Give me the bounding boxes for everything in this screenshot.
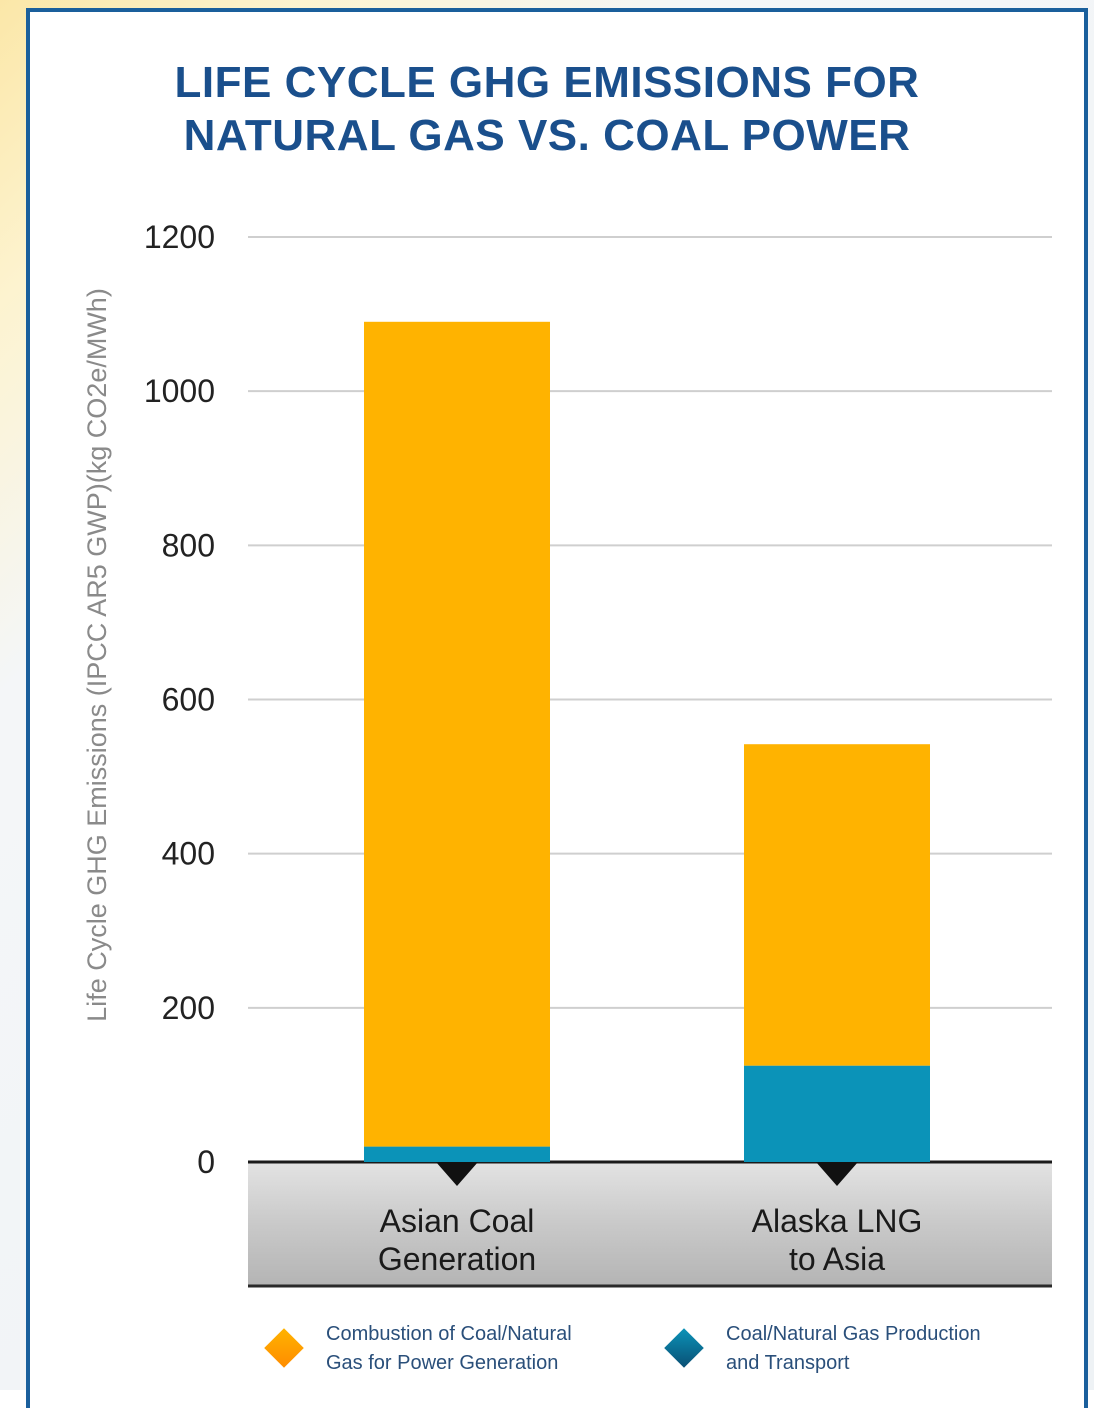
chart-title: LIFE CYCLE GHG EMISSIONS FOR NATURAL GAS… bbox=[0, 56, 1094, 162]
y-tick-label-600: 600 bbox=[162, 682, 215, 718]
x-axis-band-fill bbox=[248, 1162, 1052, 1286]
y-axis-label: Life Cycle GHG Emissions (IPCC AR5 GWP)(… bbox=[82, 288, 112, 1022]
y-tick-label-800: 800 bbox=[162, 527, 215, 563]
legend-label-production: Coal/Natural Gas Production and Transpor… bbox=[726, 1320, 1046, 1378]
legend-label-combustion-line-2: Gas for Power Generation bbox=[326, 1352, 559, 1374]
x-category-label-1-line-1: to Asia bbox=[789, 1241, 885, 1277]
y-tick-label-1000: 1000 bbox=[144, 373, 215, 409]
bar-1-series-0 bbox=[744, 1065, 930, 1162]
y-tick-label-400: 400 bbox=[162, 836, 215, 872]
x-category-label-1-line-0: Alaska LNG bbox=[752, 1203, 923, 1239]
bar-0-series-0 bbox=[364, 1146, 550, 1162]
bar-0-series-1 bbox=[364, 321, 550, 1147]
y-tick-label-0: 0 bbox=[197, 1144, 215, 1180]
legend-label-combustion: Combustion of Coal/Natural Gas for Power… bbox=[326, 1320, 646, 1378]
y-tick-label-1200: 1200 bbox=[144, 219, 215, 255]
x-category-label-0-line-1: Generation bbox=[378, 1241, 536, 1277]
x-axis-band bbox=[248, 1160, 1052, 1288]
x-category-label-0-line-0: Asian Coal bbox=[380, 1203, 535, 1239]
legend-label-combustion-line-1: Combustion of Coal/Natural bbox=[326, 1323, 572, 1345]
category-pointer-1 bbox=[816, 1162, 858, 1186]
bars bbox=[364, 321, 930, 1162]
legend-label-production-line-1: Coal/Natural Gas Production bbox=[726, 1323, 981, 1345]
chart-title-line-1: LIFE CYCLE GHG EMISSIONS FOR bbox=[174, 58, 920, 107]
chart-title-line-2: NATURAL GAS VS. COAL POWER bbox=[183, 111, 911, 160]
y-axis-ticks: 0 200 400 600 800 1000 1200 bbox=[144, 219, 215, 1180]
legend-label-production-line-2: and Transport bbox=[726, 1352, 850, 1374]
category-pointer-0 bbox=[436, 1162, 478, 1186]
y-tick-label-200: 200 bbox=[162, 990, 215, 1026]
bar-1-series-1 bbox=[744, 744, 930, 1066]
